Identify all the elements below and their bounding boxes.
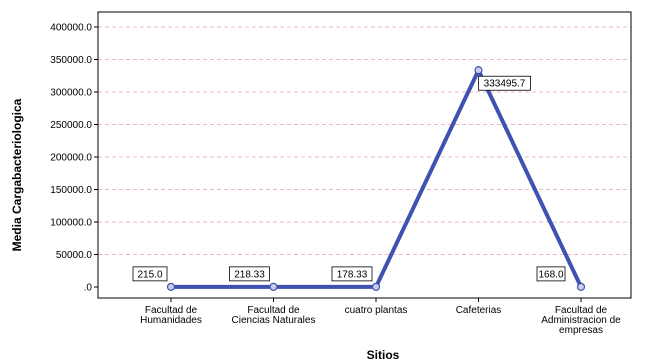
x-tick-label: cuatro plantas xyxy=(345,305,408,316)
data-point xyxy=(269,282,278,291)
x-tick-label: Cafeterias xyxy=(456,305,502,316)
x-tick-label: Facultad de Ciencias Naturales xyxy=(232,305,316,326)
svg-text:215.0: 215.0 xyxy=(137,269,162,280)
data-label: 333495.7 xyxy=(478,75,531,91)
y-tick-label: 150000.0 xyxy=(50,185,92,196)
x-tick-label: Facultad de Humanidades xyxy=(140,305,202,326)
y-tick-label: 100000.0 xyxy=(50,218,92,229)
y-axis-title: Media Cargabacteriologica xyxy=(10,98,24,251)
y-tick-label: 400000.0 xyxy=(50,23,92,34)
data-point xyxy=(474,66,483,75)
data-point xyxy=(166,282,176,291)
grid-lines xyxy=(98,26,631,255)
y-tick-label: 50000.0 xyxy=(56,250,93,261)
data-labels: 215.0 218.33 178.33 333495.7 168.0 xyxy=(132,75,566,282)
svg-text:178.33: 178.33 xyxy=(337,269,368,280)
y-tick-label: 250000.0 xyxy=(50,120,92,131)
plot-frame xyxy=(97,11,632,299)
svg-text:218.33: 218.33 xyxy=(234,269,265,280)
series-line-group xyxy=(166,65,586,291)
y-tick-label: 300000.0 xyxy=(50,88,92,99)
svg-text:168.0: 168.0 xyxy=(538,269,563,280)
data-point xyxy=(576,282,586,291)
data-label: 215.0 xyxy=(132,266,168,282)
x-axis-title: Sitios xyxy=(367,348,400,362)
y-tick-label: .0 xyxy=(84,283,93,294)
x-axis: Facultad de Humanidades Facultad de Ciencia… xyxy=(140,298,621,336)
y-tick-label: 350000.0 xyxy=(50,55,92,66)
data-label: 218.33 xyxy=(229,266,270,282)
data-label: 168.0 xyxy=(536,266,566,282)
svg-text:333495.7: 333495.7 xyxy=(484,79,526,90)
y-tick-label: 200000.0 xyxy=(50,153,92,164)
x-tick-label: Facultad de Administracion de empresas xyxy=(541,305,621,336)
data-label: 178.33 xyxy=(331,266,373,282)
data-point xyxy=(371,282,381,291)
y-axis: .0 50000.0 100000.0 150000.0 200000.0 250000.… xyxy=(50,11,632,299)
